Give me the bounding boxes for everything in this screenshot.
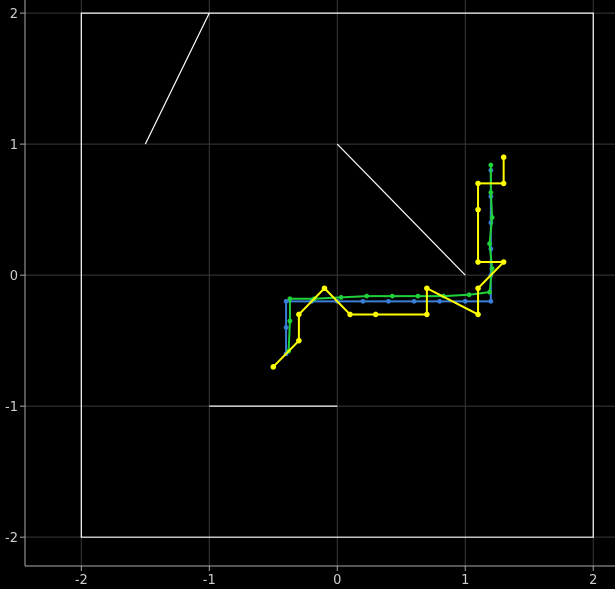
series-2-point	[389, 293, 395, 299]
y-tick-label: -2	[5, 531, 18, 546]
series-2-point	[489, 266, 495, 271]
y-tick-label: 2	[10, 7, 18, 22]
tick-labels: -2 -1 0 1 2 2 1 0 -1 -2	[5, 7, 597, 588]
series-3-point	[475, 311, 481, 318]
series-3-point	[475, 259, 481, 265]
series-3-point	[500, 259, 507, 265]
series-1-point	[283, 325, 289, 330]
series-3-point	[475, 206, 481, 213]
series-2-point	[488, 190, 494, 195]
series-3-point	[321, 285, 328, 292]
series-2-line	[287, 165, 494, 352]
x-tick-label: 2	[589, 573, 597, 588]
axes	[20, 0, 615, 571]
series-3-point	[475, 180, 481, 187]
series-2-point	[466, 292, 472, 298]
series-1-point	[462, 298, 468, 304]
series-1-point	[386, 298, 391, 304]
x-tick-label: -2	[75, 573, 88, 588]
series-1-point	[360, 298, 366, 304]
series-1-point	[283, 298, 289, 304]
series-2-point	[364, 293, 370, 299]
series-2-point	[415, 293, 421, 299]
boundary-box	[80, 12, 594, 538]
series-3-line	[272, 157, 505, 368]
series-3-point	[424, 311, 430, 318]
wall-diagonal-left	[144, 12, 210, 145]
series-1-point	[488, 298, 494, 304]
wall-diagonal-right	[336, 143, 466, 276]
series-2-point	[287, 318, 293, 324]
series-3-point	[270, 364, 277, 370]
series-3-point	[372, 311, 379, 318]
series-2-point	[489, 215, 495, 220]
y-tick-label: 0	[10, 269, 18, 284]
series-1-point	[411, 298, 417, 304]
series-2-point	[487, 289, 492, 295]
series-3-point	[500, 180, 507, 187]
y-tick-label: -1	[5, 400, 18, 415]
series-2-point	[488, 162, 494, 168]
series-3-point	[347, 311, 353, 318]
series-2-point	[287, 296, 293, 302]
x-tick-label: 1	[461, 573, 469, 588]
series-1-point	[437, 298, 443, 304]
map-walls	[80, 12, 594, 538]
trajectory-series	[270, 154, 507, 370]
series-3-point	[475, 285, 481, 292]
series-2-point	[338, 295, 344, 300]
y-tick-label: 1	[10, 138, 18, 153]
series-2-point	[487, 241, 492, 247]
series-3-point	[296, 337, 302, 344]
x-tick-label: -1	[203, 573, 216, 588]
series-3-point	[424, 285, 430, 292]
series-3-point	[500, 154, 507, 161]
x-tick-label: 0	[333, 573, 341, 588]
series-3-point	[296, 311, 302, 318]
series-3	[270, 154, 507, 370]
